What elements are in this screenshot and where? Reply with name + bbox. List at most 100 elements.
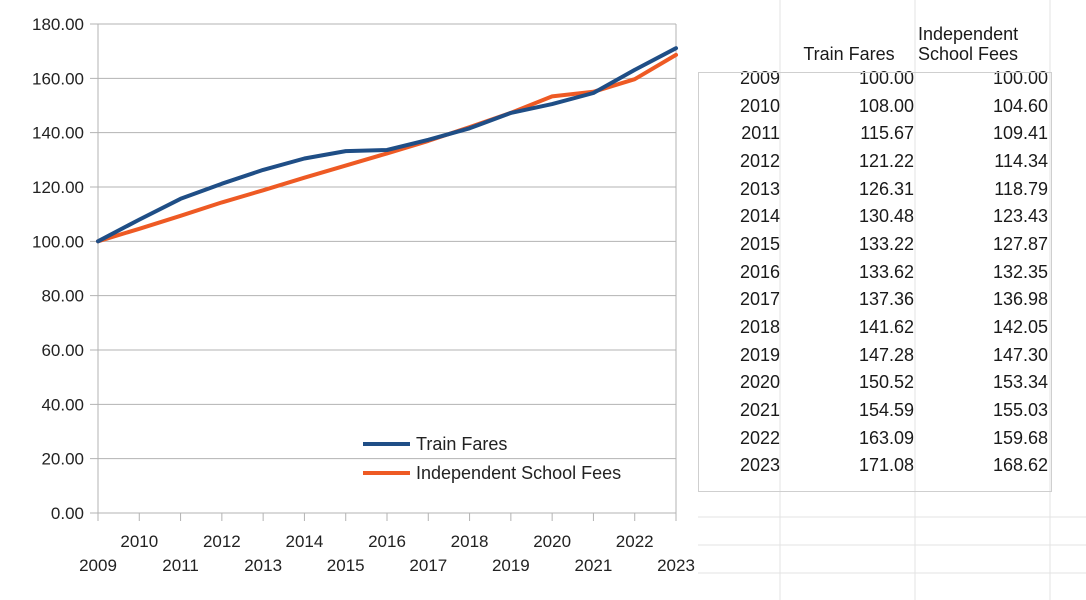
table-cell-train-fares: 154.59 xyxy=(858,400,914,421)
table-row: 2013 126.31 118.79 xyxy=(698,175,1050,203)
table-cell-train-fares: 130.48 xyxy=(858,206,914,227)
x-tick-label: 2011 xyxy=(162,556,199,575)
x-tick-label: 2023 xyxy=(657,556,695,575)
y-tick-label: 100.00 xyxy=(32,232,84,251)
y-tick-label: 40.00 xyxy=(41,395,84,414)
table-cell-year: 2018 xyxy=(739,317,780,338)
table-cell-year: 2017 xyxy=(739,289,780,310)
table-cell-year: 2012 xyxy=(739,150,780,171)
table-header-year xyxy=(698,24,782,64)
table-cell-train-fares: 133.22 xyxy=(858,233,914,254)
data-table: Train Fares Independent School Fees 2009… xyxy=(698,24,1050,479)
table-cell-train-fares: 126.31 xyxy=(858,178,914,199)
table-cell-school-fees: 109.41 xyxy=(992,123,1048,144)
table-row: 2017 137.36 136.98 xyxy=(698,286,1050,314)
table-cell-train-fares: 171.08 xyxy=(858,455,914,476)
table-header-train-fares: Train Fares xyxy=(803,44,895,64)
x-axis-ticks: 2009201020112012201320142015201620172018… xyxy=(79,532,695,575)
chart-series xyxy=(96,46,678,244)
table-cell-year: 2016 xyxy=(739,261,780,282)
x-tick-label: 2010 xyxy=(120,532,158,551)
table-header-school-fees: Independent School Fees xyxy=(916,24,1050,64)
table-row: 2015 133.22 127.87 xyxy=(698,230,1050,258)
y-tick-label: 180.00 xyxy=(32,15,84,34)
table-cell-school-fees: 155.03 xyxy=(992,400,1048,421)
table-cell-train-fares: 163.09 xyxy=(858,427,914,448)
table-row: 2022 163.09 159.68 xyxy=(698,424,1050,452)
legend-label-train-fares: Train Fares xyxy=(416,434,507,454)
table-cell-year: 2023 xyxy=(739,455,780,476)
table-cell-train-fares: 147.28 xyxy=(858,344,914,365)
table-cell-train-fares: 121.22 xyxy=(858,150,914,171)
table-cell-year: 2015 xyxy=(739,233,780,254)
table-cell-year: 2010 xyxy=(739,95,780,116)
x-tick-label: 2009 xyxy=(79,556,117,575)
table-cell-year: 2014 xyxy=(739,206,780,227)
table-cell-school-fees: 127.87 xyxy=(992,233,1048,254)
table-cell-school-fees: 153.34 xyxy=(992,372,1048,393)
table-cell-school-fees: 104.60 xyxy=(992,95,1048,116)
series-line-school-fees xyxy=(96,52,678,244)
table-cell-school-fees: 114.34 xyxy=(994,150,1048,171)
table-cell-train-fares: 133.62 xyxy=(858,261,914,282)
y-axis-ticks: 0.00 20.00 40.00 60.00 80.00 100.00 120.00 140.… xyxy=(32,15,84,523)
y-tick-label: 0.00 xyxy=(51,504,84,523)
table-cell-train-fares: 115.67 xyxy=(860,123,914,144)
x-tick-label: 2016 xyxy=(368,532,406,551)
table-row: 2018 141.62 142.05 xyxy=(698,313,1050,341)
x-tick-label: 2014 xyxy=(286,532,324,551)
table-cell-train-fares: 100.00 xyxy=(858,67,914,88)
y-tick-label: 60.00 xyxy=(41,341,84,360)
table-cell-year: 2013 xyxy=(739,178,780,199)
table-cell-year: 2009 xyxy=(739,67,780,88)
table-cell-school-fees: 168.62 xyxy=(992,455,1048,476)
x-tick-label: 2013 xyxy=(244,556,282,575)
table-row: 2011 115.67 109.41 xyxy=(698,119,1050,147)
table-cell-school-fees: 136.98 xyxy=(992,289,1048,310)
x-tick-label: 2012 xyxy=(203,532,241,551)
table-cell-school-fees: 142.05 xyxy=(992,317,1048,338)
x-tick-label: 2017 xyxy=(409,556,447,575)
chart-gridlines xyxy=(90,23,677,521)
table-cell-year: 2011 xyxy=(741,123,780,144)
table-row: 2020 150.52 153.34 xyxy=(698,369,1050,397)
line-chart: 0.00 20.00 40.00 60.00 80.00 100.00 120.00 140.… xyxy=(32,15,695,575)
table-body: 2009 100.00 100.00 2010 108.00 104.60 2011 115.… xyxy=(698,64,1050,479)
x-tick-label: 2018 xyxy=(451,532,489,551)
y-tick-label: 140.00 xyxy=(32,124,84,143)
table-row: 2014 130.48 123.43 xyxy=(698,202,1050,230)
y-tick-label: 160.00 xyxy=(32,69,84,88)
table-cell-train-fares: 141.62 xyxy=(858,317,914,338)
table-header-row: Train Fares Independent School Fees xyxy=(698,24,1050,64)
table-cell-year: 2019 xyxy=(739,344,780,365)
series-line-train-fares xyxy=(96,46,678,244)
legend-label-school-fees: Independent School Fees xyxy=(416,463,621,483)
y-tick-label: 120.00 xyxy=(32,178,84,197)
table-cell-train-fares: 150.52 xyxy=(858,372,914,393)
table-cell-train-fares: 137.36 xyxy=(858,289,914,310)
chart-legend: Train Fares Independent School Fees xyxy=(363,434,621,483)
table-cell-year: 2022 xyxy=(739,427,780,448)
table-row: 2019 147.28 147.30 xyxy=(698,341,1050,369)
table-row: 2012 121.22 114.34 xyxy=(698,147,1050,175)
table-cell-school-fees: 147.30 xyxy=(992,344,1048,365)
table-cell-school-fees: 100.00 xyxy=(992,67,1048,88)
table-row: 2010 108.00 104.60 xyxy=(698,92,1050,120)
x-tick-label: 2020 xyxy=(533,532,571,551)
table-cell-year: 2020 xyxy=(739,372,780,393)
x-tick-label: 2015 xyxy=(327,556,365,575)
table-cell-school-fees: 118.79 xyxy=(994,178,1048,199)
table-row: 2009 100.00 100.00 xyxy=(698,64,1050,92)
x-tick-label: 2019 xyxy=(492,556,530,575)
y-tick-label: 20.00 xyxy=(41,450,84,469)
table-cell-year: 2021 xyxy=(739,400,780,421)
table-row: 2021 154.59 155.03 xyxy=(698,396,1050,424)
table-header-school-line2: School Fees xyxy=(918,44,1019,64)
table-cell-school-fees: 132.35 xyxy=(992,261,1048,282)
table-row: 2023 171.08 168.62 xyxy=(698,452,1050,480)
table-cell-school-fees: 123.43 xyxy=(992,206,1048,227)
table-row: 2016 133.62 132.35 xyxy=(698,258,1050,286)
table-cell-train-fares: 108.00 xyxy=(858,95,914,116)
table-header-school-line1: Independent xyxy=(918,24,1019,44)
